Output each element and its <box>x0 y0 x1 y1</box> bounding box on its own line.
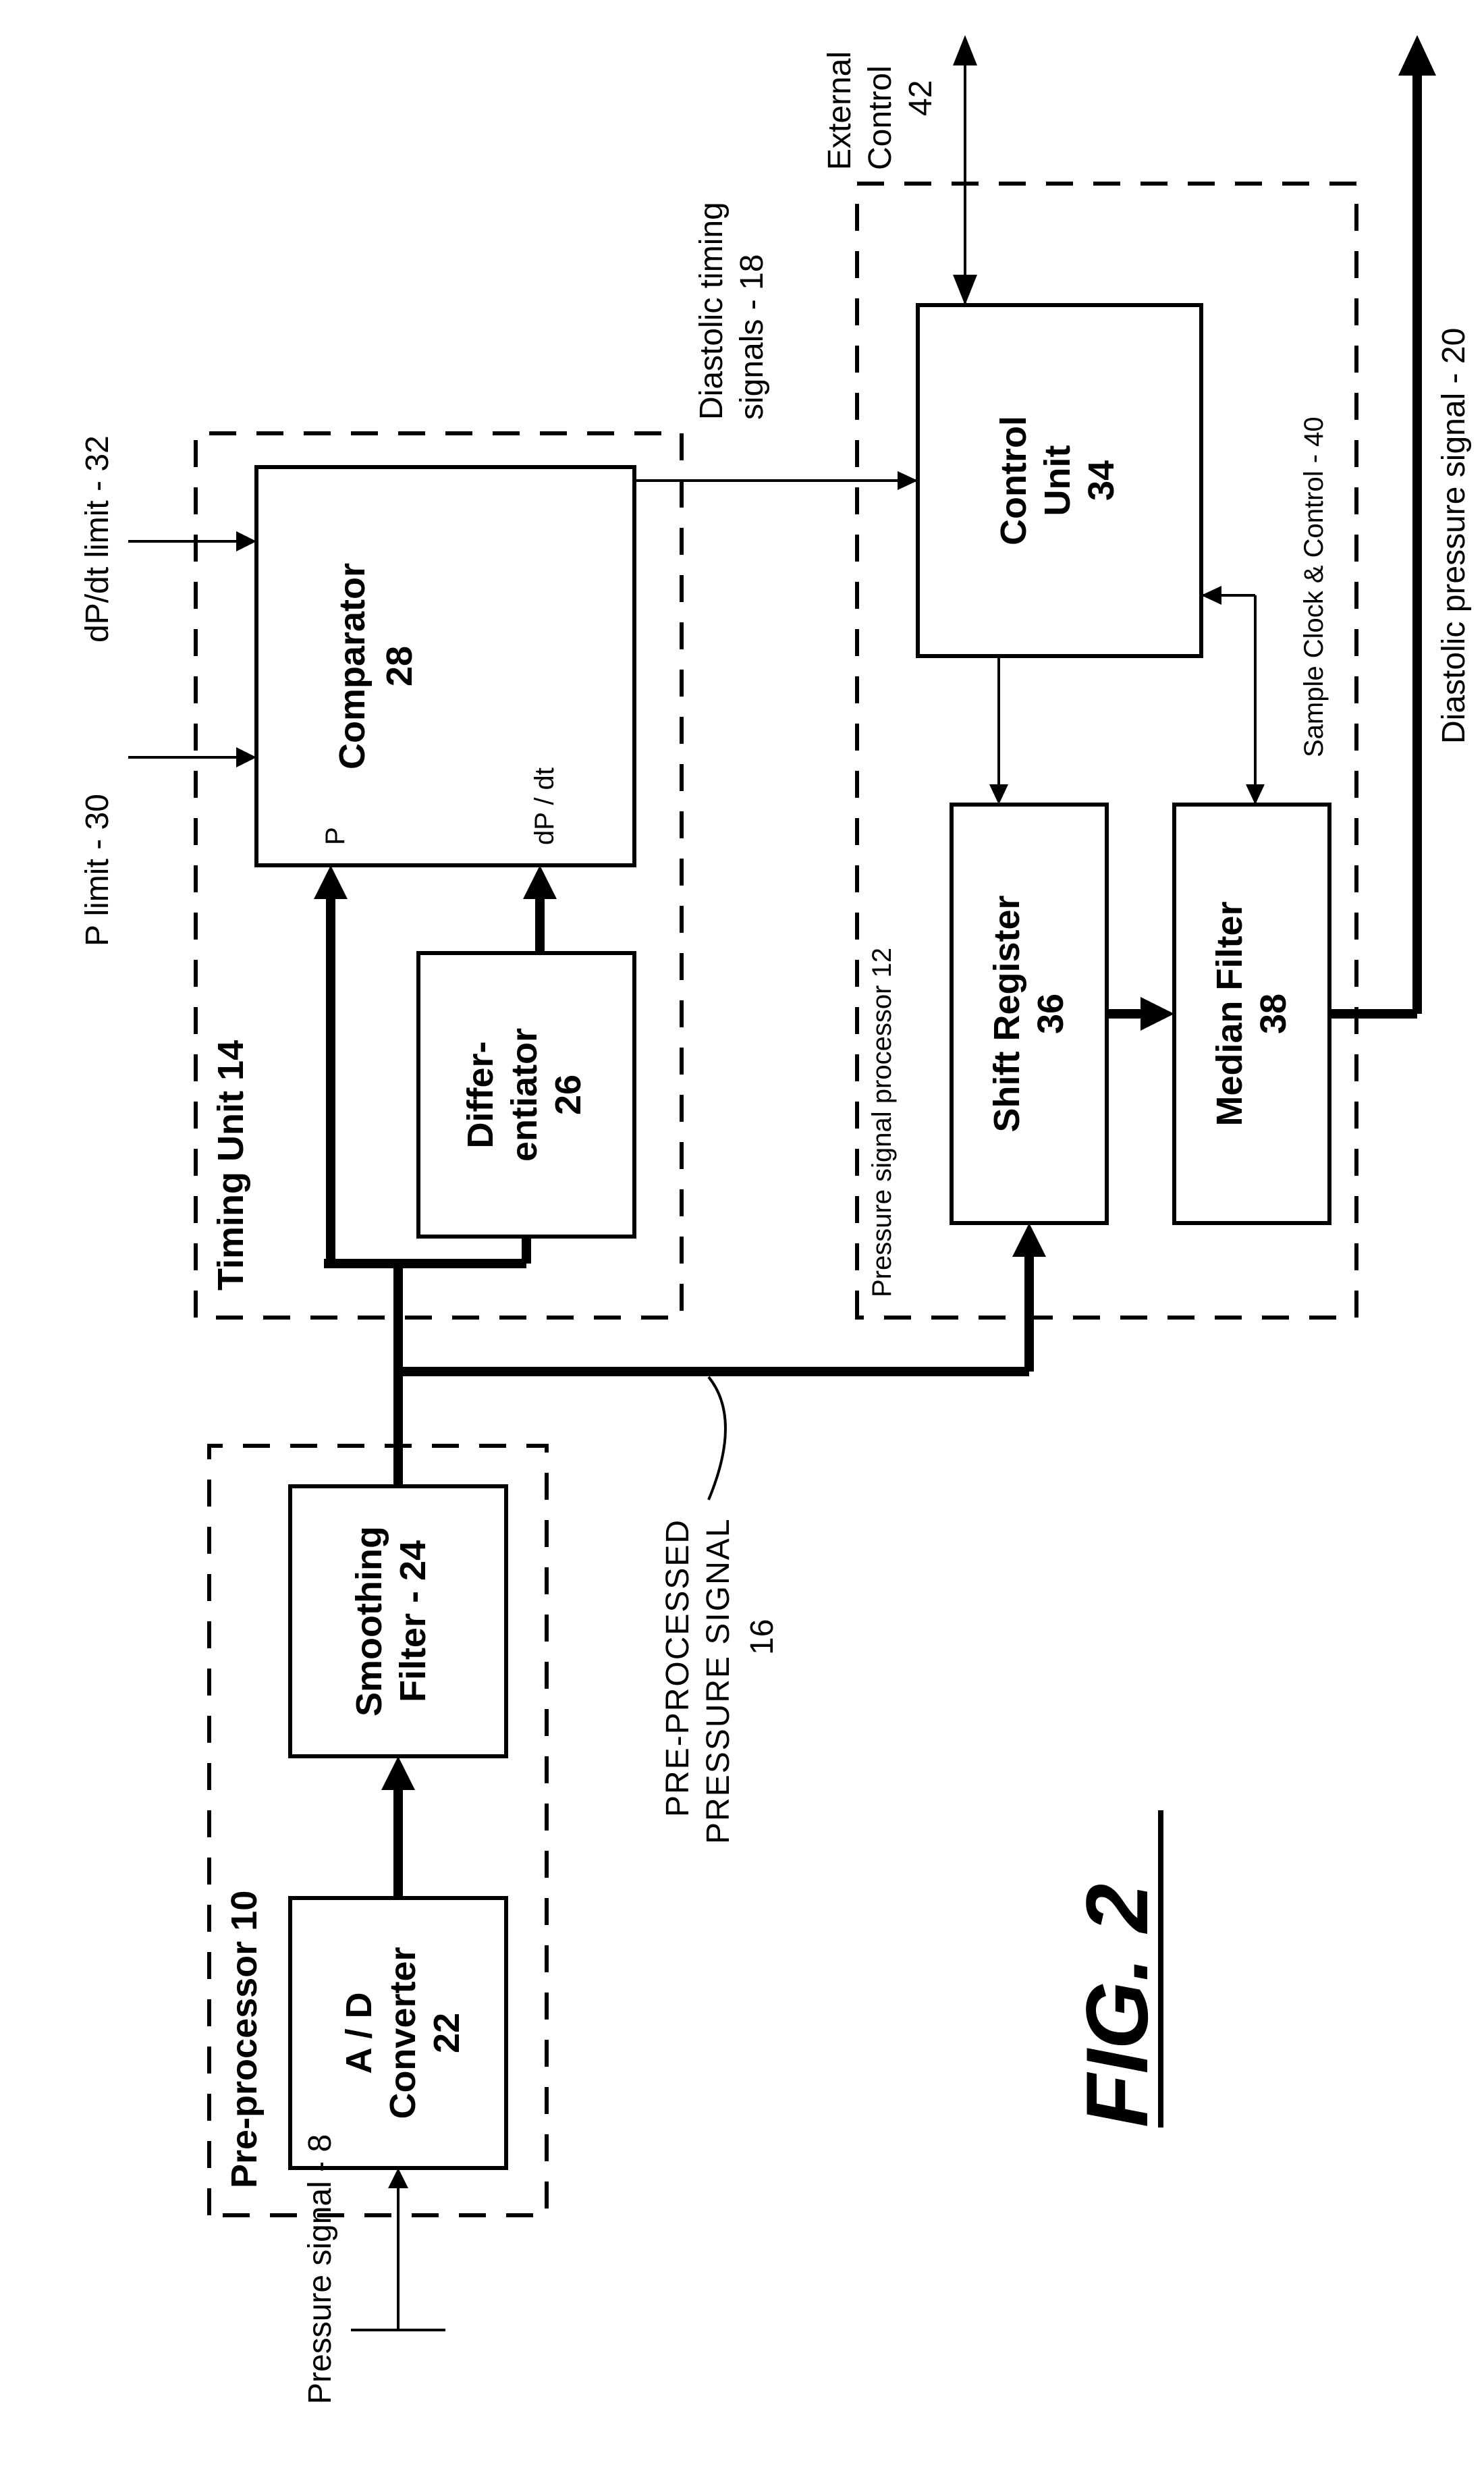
to-comparator-p-arrow <box>314 865 348 899</box>
diff-to-comp-arrow <box>523 865 557 899</box>
diff-line2: entiator <box>504 1028 545 1162</box>
external-control-arrow-l <box>953 275 977 305</box>
block-diagram: Pre-processor 10 Timing Unit 14 Pressure… <box>0 0 1484 2465</box>
shift-line2: 36 <box>1030 994 1071 1034</box>
comp-p-port: P <box>321 827 350 845</box>
figure-label: FIG. 2 <box>1068 1884 1166 2128</box>
comp-to-control-arrow <box>898 471 918 490</box>
diastolic-timing-label-2: signals - 18 <box>734 254 770 420</box>
comp-line2: 28 <box>379 646 420 686</box>
preprocessor-label: Pre-processor 10 <box>224 1891 265 2188</box>
diastolic-pressure-label: Diastolic pressure signal - 20 <box>1436 328 1472 744</box>
external-control-label-1: External <box>822 51 858 170</box>
p-limit-label: P limit - 30 <box>80 794 115 946</box>
shift-register-block <box>952 805 1107 1223</box>
control-line3: 34 <box>1081 460 1122 501</box>
shift-line1: Shift Register <box>987 895 1027 1132</box>
adc-line3: 22 <box>427 2013 467 2053</box>
timing-unit-label: Timing Unit 14 <box>211 1040 251 1291</box>
comparator-block <box>256 467 634 865</box>
preprocessed-label-3: 16 <box>744 1619 780 1655</box>
external-control-label-3: 42 <box>903 80 939 116</box>
control-to-shift-arrow <box>989 784 1008 805</box>
diastolic-out-arrow <box>1398 35 1436 76</box>
external-control-label-2: Control <box>862 65 898 170</box>
preprocessed-label-2: PRESSURE SIGNAL <box>700 1518 736 1844</box>
diastolic-timing-label-1: Diastolic timing <box>694 202 730 420</box>
pressure-signal-label: Pressure signal - 8 <box>302 2134 338 2404</box>
median-line2: 38 <box>1253 994 1294 1034</box>
smoothing-line1: Smoothing <box>349 1526 389 1716</box>
pressure-in-arrow <box>388 2168 408 2188</box>
p-limit-arrow <box>236 747 256 767</box>
psp-label: Pressure signal processor 12 <box>867 948 897 1297</box>
dpdt-limit-arrow <box>236 531 256 551</box>
diff-line3: 26 <box>548 1075 588 1115</box>
sample-clock-label: Sample Clock & Control - 40 <box>1299 416 1329 757</box>
preprocessed-label-1: PRE-PROCESSED <box>660 1519 696 1817</box>
external-control-arrow-r <box>953 35 977 65</box>
median-filter-block <box>1174 805 1329 1223</box>
clock-arrow-left <box>1246 784 1265 805</box>
control-line2: Unit <box>1037 445 1078 516</box>
comp-dpdt-port: dP / dt <box>530 767 559 845</box>
preprocessed-pointer <box>709 1377 725 1500</box>
control-line1: Control <box>993 416 1034 545</box>
adc-line2: Converter <box>383 1947 423 2119</box>
dpdt-limit-label: dP/dt limit - 32 <box>80 435 115 643</box>
median-line1: Median Filter <box>1209 901 1250 1126</box>
smoothing-line2: Filter - 24 <box>393 1540 433 1702</box>
diff-line1: Differ- <box>460 1041 501 1149</box>
comp-line1: Comparator <box>332 563 373 769</box>
to-shift-arrow <box>1012 1223 1046 1257</box>
adc-to-smoothing-arrow <box>381 1756 415 1790</box>
clock-arrow-up <box>1201 586 1221 605</box>
shift-to-median-arrow <box>1141 997 1174 1031</box>
adc-line1: A / D <box>339 1993 379 2074</box>
